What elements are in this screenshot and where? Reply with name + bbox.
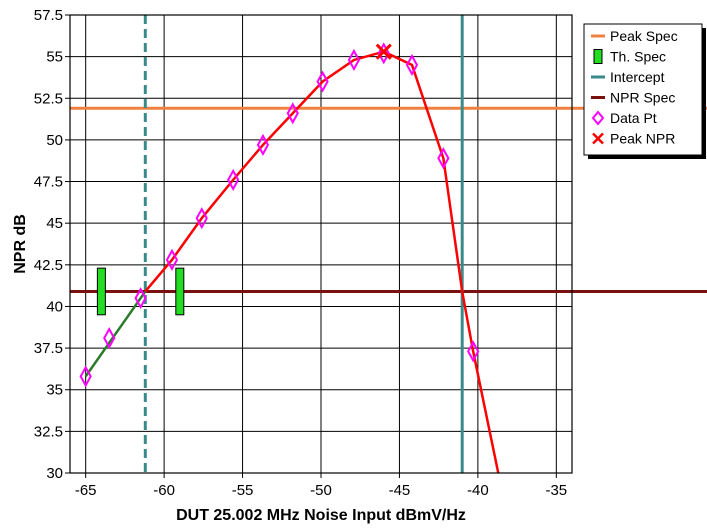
legend-swatch-peak-npr [592, 132, 604, 145]
data-point [79, 365, 92, 388]
data-point [195, 207, 208, 230]
data-point [437, 147, 450, 170]
x-tick-label: -40 [467, 482, 489, 499]
x-tick-label: -60 [153, 482, 175, 499]
y-tick-label: 57.5 [34, 7, 63, 24]
legend-label-peak-spec: Peak Spec [610, 28, 678, 44]
data-point [347, 48, 361, 72]
th-spec-bar [175, 267, 185, 316]
legend-swatch-th-spec [593, 49, 603, 64]
series-layer [70, 15, 707, 474]
x-tick-labels: -65 -60 -55 -50 -45 -40 -35 [75, 482, 567, 499]
data-point [405, 53, 419, 77]
fit-line [144, 50, 500, 474]
legend-x-stroke [592, 132, 604, 145]
x-tick-label: -65 [75, 482, 97, 499]
plot-frame [69, 14, 573, 474]
y-tick-label: 35 [46, 382, 63, 399]
legend-label-peak-npr: Peak NPR [610, 131, 675, 147]
x-tick-label: -35 [545, 482, 567, 499]
legend-label-data-pt: Data Pt [610, 110, 657, 126]
data-point [165, 248, 179, 271]
y-tick-label: 37.5 [34, 340, 63, 357]
y-tick-label: 50 [46, 132, 63, 149]
data-point [256, 133, 270, 156]
fit-line-low [84, 290, 147, 378]
legend: Peak Spec Th. Spec Intercept NPR Spec Data P… [583, 23, 706, 159]
peak-npr-marker [375, 43, 392, 60]
x-axis-label: DUT 25.002 MHz Noise Input dBmV/Hz [176, 507, 466, 524]
x-tick-label: -50 [310, 482, 332, 499]
y-tick-label: 47.5 [34, 174, 63, 191]
x-tick-label: -45 [389, 482, 411, 499]
x-tick-label: -55 [232, 482, 254, 499]
data-point [316, 70, 329, 93]
legend-label-th-spec: Th. Spec [610, 49, 666, 65]
y-tick-label: 32.5 [34, 423, 63, 440]
legend-label-npr-spec: NPR Spec [610, 90, 675, 106]
y-tick-label: 30 [46, 465, 63, 482]
y-tick-label: 42.5 [34, 257, 63, 274]
y-tick-label: 45 [46, 215, 63, 232]
th-spec-bar [96, 267, 106, 316]
y-tick-label: 52.5 [34, 90, 63, 107]
y-axis-label: NPR dB [12, 214, 29, 274]
data-point [134, 287, 147, 310]
legend-swatch-data-pt [591, 110, 605, 126]
y-tick-label: 40 [46, 298, 63, 315]
data-point [467, 340, 480, 363]
data-point [227, 168, 240, 191]
data-point [103, 327, 116, 350]
data-point [286, 102, 299, 125]
y-tick-label: 55 [46, 49, 63, 66]
legend-box [583, 23, 703, 156]
peak-npr-stroke [375, 43, 392, 60]
legend-label-intercept: Intercept [610, 69, 665, 85]
y-tick-labels: 30 32.5 35 37.5 40 42.5 45 47.5 50 52.5 55 57.5 [34, 7, 63, 482]
